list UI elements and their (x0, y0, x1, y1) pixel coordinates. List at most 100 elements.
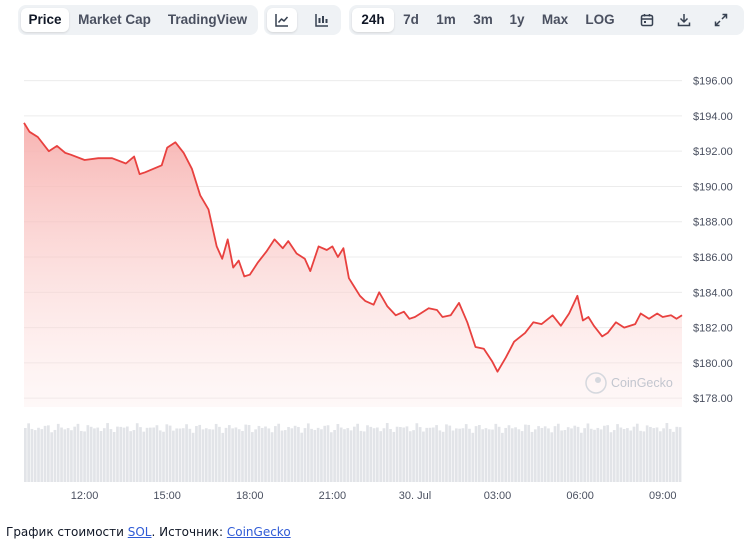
volume-bar (185, 424, 188, 482)
volume-bar (283, 430, 287, 482)
volume-bar (47, 425, 50, 482)
volume-bar (290, 428, 294, 482)
calendar-button[interactable] (632, 8, 662, 32)
chart-type-group (264, 5, 341, 35)
volume-bar (379, 431, 383, 482)
price-chart[interactable]: $196.00 $194.00 $192.00 $190.00 $188.00 $186.… (0, 0, 745, 510)
range-24h-button[interactable]: 24h (352, 8, 394, 32)
volume-bar (514, 427, 517, 482)
volume-bar (392, 431, 396, 482)
volume-bar (201, 429, 205, 482)
volume-bar (313, 429, 317, 482)
range-3m-button[interactable]: 3m (473, 12, 493, 27)
volume-bar (244, 424, 248, 482)
volume-bar (527, 424, 531, 482)
volume-bar (524, 424, 527, 482)
candlestick-chart-button[interactable] (307, 8, 337, 32)
volume-bar (520, 431, 524, 482)
volume-bar (382, 428, 386, 482)
range-max-button[interactable]: Max (541, 12, 569, 27)
volume-bar (553, 426, 557, 482)
volume-bar (152, 427, 155, 482)
volume-bar (333, 430, 336, 482)
volume-bar (316, 427, 320, 482)
volume-bar (675, 426, 679, 482)
volume-bar (323, 425, 327, 482)
tab-tradingview[interactable]: TradingView (167, 12, 248, 27)
volume-bar (376, 427, 379, 482)
volume-bar (89, 426, 93, 482)
volume-bar (254, 429, 257, 482)
volume-bar (224, 427, 228, 482)
volume-bar (431, 427, 435, 482)
y-tick-label: $184.00 (693, 287, 733, 299)
volume-bar (478, 424, 481, 482)
volume-bar (537, 426, 540, 482)
volume-bar (70, 430, 73, 482)
volume-bar (277, 423, 281, 482)
volume-bar (481, 429, 484, 482)
volume-bar (343, 429, 346, 482)
tab-price[interactable]: Price (21, 8, 69, 32)
volume-bar (412, 430, 415, 482)
volume-bar (658, 431, 662, 482)
volume-bar (445, 424, 448, 482)
download-button[interactable] (669, 8, 699, 32)
volume-bar (402, 427, 406, 482)
volume-bar (629, 430, 633, 482)
volume-bar (211, 429, 215, 482)
volume-bar (501, 432, 504, 482)
price-line (23, 122, 683, 373)
volume-bar (155, 425, 159, 482)
volume-bar (451, 430, 455, 482)
volume-bar (609, 432, 613, 482)
volume-bar (349, 430, 353, 482)
volume-bars (24, 422, 682, 482)
volume-bar (461, 428, 465, 482)
y-axis: $196.00 $194.00 $192.00 $190.00 $188.00 $186.… (693, 76, 733, 406)
volume-bar (428, 427, 432, 482)
x-tick-label: 15:00 (153, 490, 181, 502)
fullscreen-icon (714, 13, 728, 27)
range-7d-button[interactable]: 7d (403, 12, 419, 27)
volume-bar (652, 428, 656, 482)
volume-bar (280, 430, 284, 482)
volume-bar (53, 429, 57, 482)
range-1m-button[interactable]: 1m (436, 12, 456, 27)
volume-bar (655, 427, 659, 482)
fullscreen-button[interactable] (706, 8, 736, 32)
volume-bar (586, 423, 590, 482)
volume-bar (389, 428, 392, 482)
volume-bar (362, 431, 366, 482)
volume-bar (576, 426, 580, 482)
volume-bar (129, 431, 132, 482)
volume-bar (270, 432, 274, 482)
download-icon (677, 14, 691, 27)
volume-bar (181, 428, 185, 482)
range-1y-button[interactable]: 1y (509, 12, 525, 27)
coingecko-link[interactable]: CoinGecko (226, 525, 291, 539)
volume-bar (86, 425, 90, 482)
volume-bar (494, 423, 498, 482)
caption-middle: . Источник: (151, 525, 227, 539)
volume-bar (204, 428, 208, 482)
volume-bar (172, 430, 175, 482)
log-scale-button[interactable]: LOG (585, 12, 615, 27)
tab-market-cap[interactable]: Market Cap (78, 12, 151, 27)
volume-bar (454, 428, 458, 482)
sol-link[interactable]: SOL (127, 525, 152, 539)
volume-bar (550, 432, 554, 482)
volume-bar (649, 426, 652, 482)
volume-bar (547, 428, 550, 482)
volume-bar (237, 429, 241, 482)
volume-bar (626, 428, 629, 482)
volume-bar (635, 423, 639, 482)
volume-bar (399, 427, 402, 482)
volume-bar (93, 428, 96, 482)
volume-bar (665, 422, 669, 482)
volume-bar (484, 428, 488, 482)
volume-bar (56, 423, 60, 482)
line-chart-button[interactable] (267, 8, 297, 32)
volume-bar (504, 427, 508, 482)
x-tick-label: 18:00 (236, 490, 264, 502)
